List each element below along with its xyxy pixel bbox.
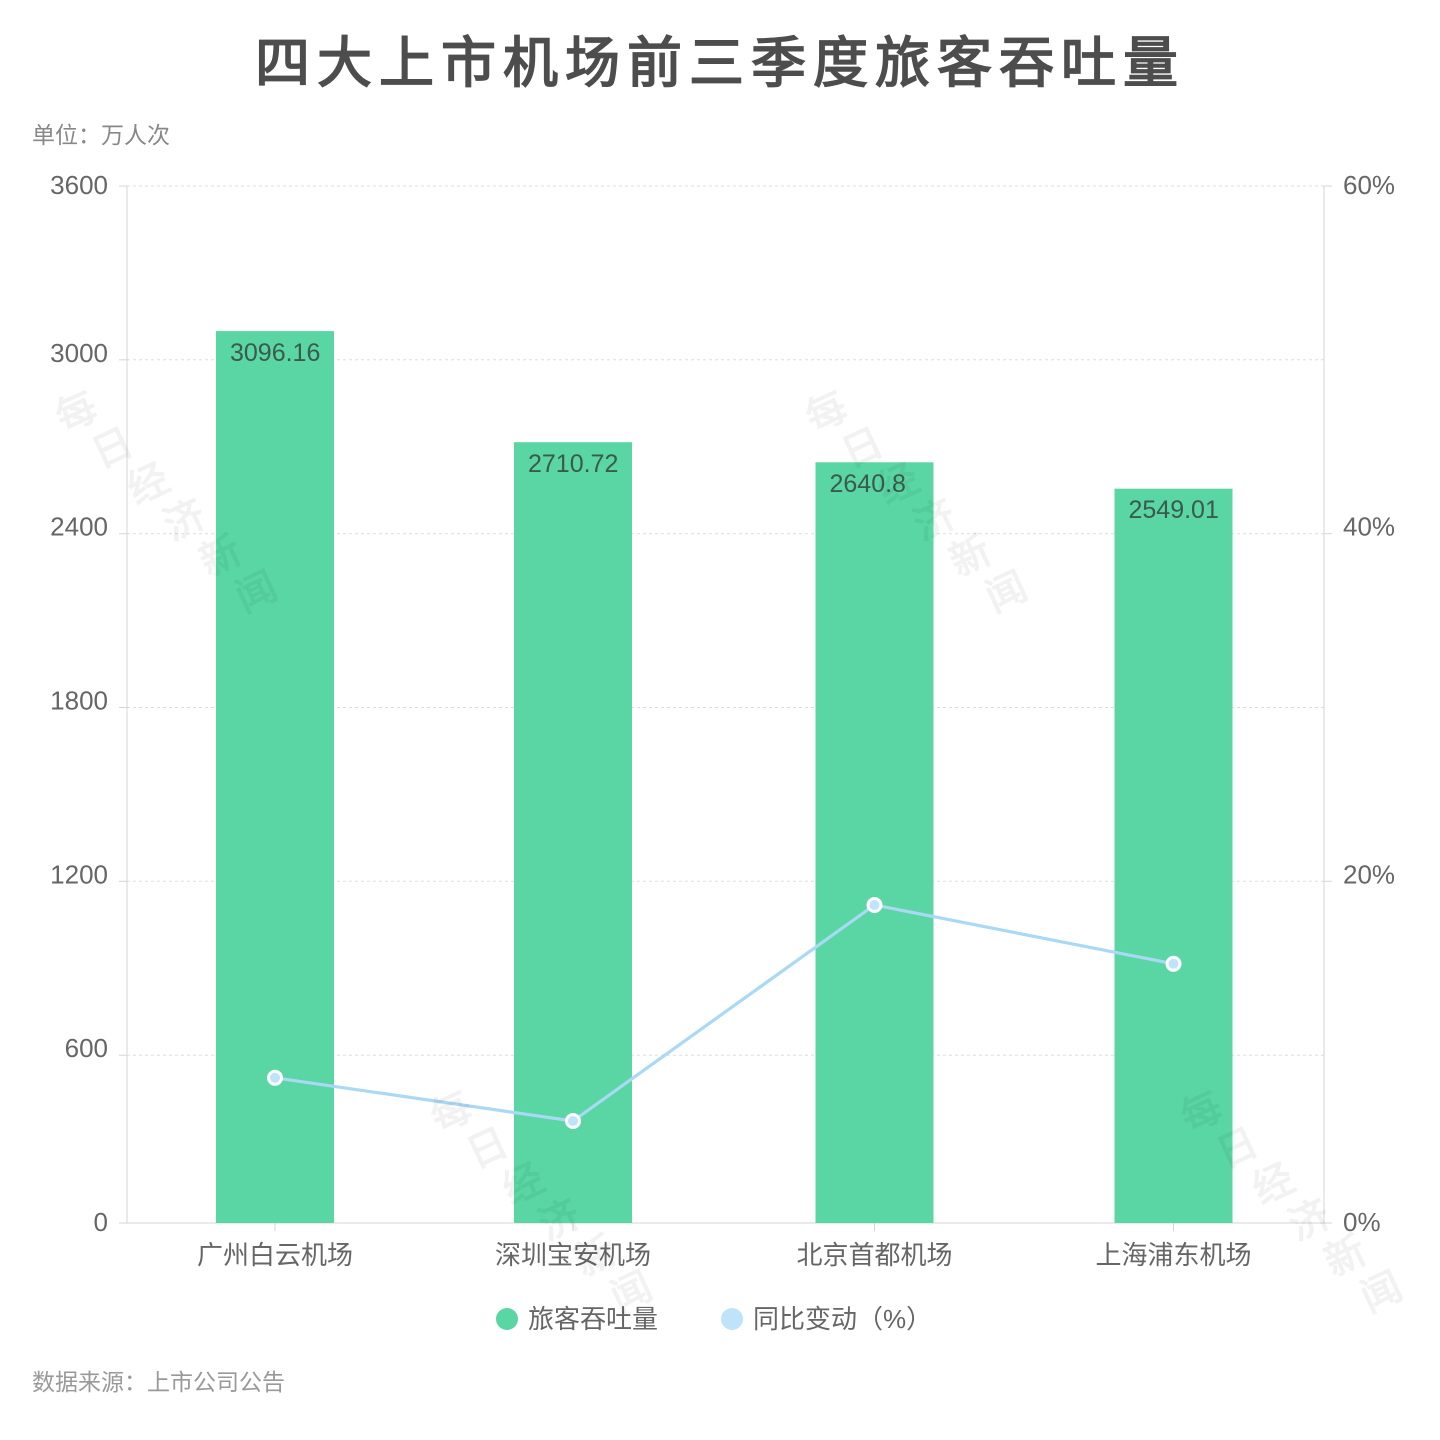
svg-text:广州白云机场: 广州白云机场 <box>197 1240 353 1270</box>
svg-text:3000: 3000 <box>50 338 108 368</box>
svg-text:20%: 20% <box>1343 859 1395 889</box>
svg-text:旅客吞吐量: 旅客吞吐量 <box>528 1304 658 1334</box>
svg-text:北京首都机场: 北京首都机场 <box>796 1240 952 1270</box>
svg-text:深圳宝安机场: 深圳宝安机场 <box>495 1240 651 1270</box>
svg-text:2640.8: 2640.8 <box>830 470 906 498</box>
svg-text:1200: 1200 <box>50 859 108 889</box>
svg-text:0%: 0% <box>1343 1207 1381 1237</box>
svg-text:2710.72: 2710.72 <box>528 450 618 478</box>
svg-text:1800: 1800 <box>50 686 108 716</box>
svg-text:600: 600 <box>65 1033 108 1063</box>
svg-text:上海浦东机场: 上海浦东机场 <box>1095 1240 1251 1270</box>
svg-text:2400: 2400 <box>50 512 108 542</box>
svg-text:3096.16: 3096.16 <box>230 339 320 367</box>
svg-text:0: 0 <box>94 1207 108 1237</box>
svg-text:2549.01: 2549.01 <box>1129 496 1219 524</box>
svg-text:3600: 3600 <box>50 170 108 200</box>
svg-text:同比变动（%）: 同比变动（%） <box>753 1304 932 1334</box>
svg-text:60%: 60% <box>1343 170 1395 200</box>
svg-text:40%: 40% <box>1343 512 1395 542</box>
